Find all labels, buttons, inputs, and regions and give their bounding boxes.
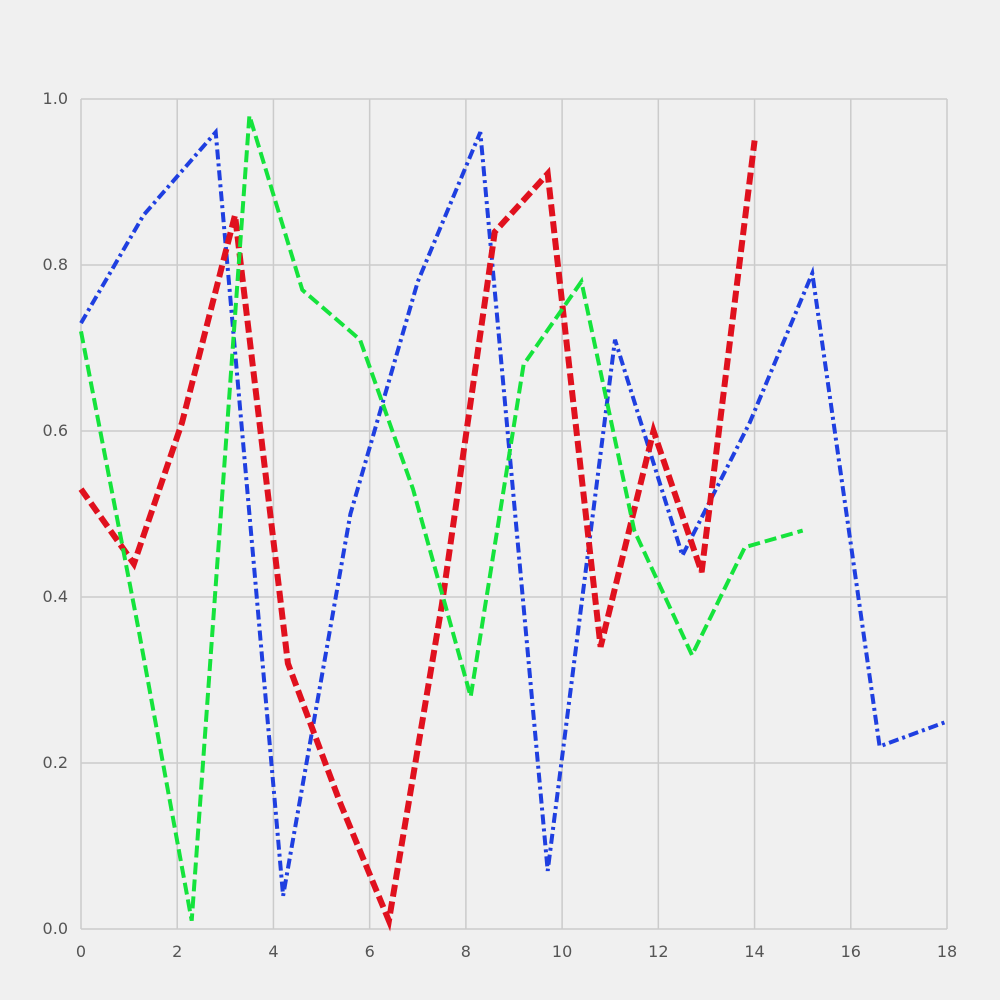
series-line-3 [79,115,804,922]
x-tick-label: 10 [552,942,572,961]
x-tick-label: 16 [841,942,861,961]
x-tick-label: 12 [648,942,668,961]
y-tick-label: 0.2 [43,753,68,772]
series-group [78,115,948,932]
x-tick-label: 6 [365,942,375,961]
grid [80,98,948,930]
x-tick-label: 0 [76,942,86,961]
y-tick-label: 0.0 [43,919,68,938]
y-axis-ticks: 0.0 0.2 0.4 0.6 0.8 1.0 [43,89,68,938]
y-tick-label: 0.8 [43,255,68,274]
y-tick-label: 1.0 [43,89,68,108]
series-line-1 [79,127,948,897]
y-tick-label: 0.6 [43,421,68,440]
x-tick-label: 8 [461,942,471,961]
series-line-2 [78,140,758,932]
x-tick-label: 18 [937,942,957,961]
x-tick-label: 4 [268,942,278,961]
x-tick-label: 14 [744,942,764,961]
x-axis-ticks: 0 2 4 6 8 10 12 14 16 18 [76,942,957,961]
x-tick-label: 2 [172,942,182,961]
y-tick-label: 0.4 [43,587,68,606]
